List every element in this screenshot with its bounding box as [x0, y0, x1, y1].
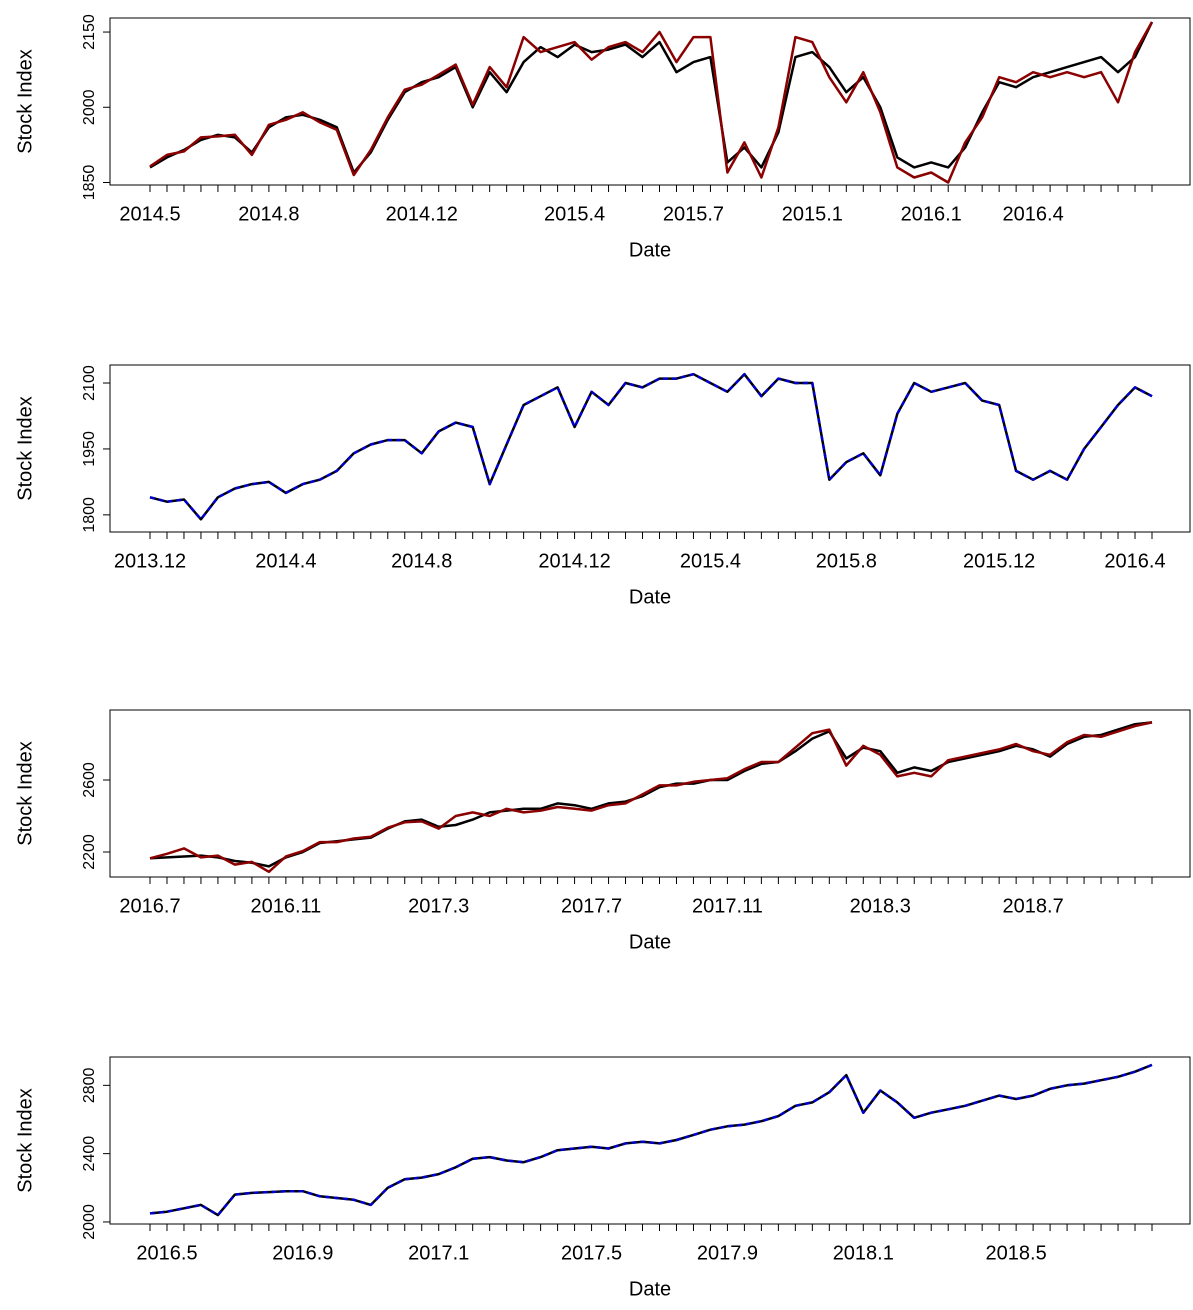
y-tick-label: 1850 [81, 165, 98, 201]
y-axis-label: Stock Index [14, 49, 36, 154]
series-line [149, 1063, 1153, 1217]
x-tick-label: 2014.5 [119, 203, 180, 225]
x-axis-label: Date [629, 1278, 671, 1300]
plot-frame [109, 1056, 1191, 1225]
y-tick-label: 1950 [81, 431, 98, 467]
x-tick-label: 2018.7 [1003, 895, 1064, 917]
x-tick-label: 2017.7 [561, 895, 622, 917]
y-tick-label: 2800 [81, 1067, 98, 1103]
panel: 2000 2400 2800 2016.5 2016.9 2017.1 2017.5 2017… [14, 1056, 1191, 1300]
x-tick-label: 2016.5 [136, 1242, 197, 1264]
panel: 1850 2000 2150 2014.5 2014.8 2014.12 2015.4 201… [14, 14, 1191, 261]
y-tick-label: 2150 [81, 14, 98, 50]
x-tick-label: 2014.8 [238, 203, 299, 225]
y-tick-label: 2000 [81, 89, 98, 125]
series-line [149, 21, 1154, 184]
x-tick-label: 2018.3 [850, 895, 911, 917]
panel: 2200 2600 2016.7 2016.11 2017.3 2017.7 2017.11… [14, 709, 1191, 953]
plot-frame [109, 364, 1191, 533]
x-tick-label: 2016.9 [272, 1242, 333, 1264]
y-tick-label: 2100 [81, 365, 98, 401]
y-axis-label: Stock Index [14, 396, 36, 501]
x-tick-label: 2015.12 [963, 550, 1035, 572]
x-tick-label: 2013.12 [114, 550, 186, 572]
y-tick-label: 2400 [81, 1136, 98, 1172]
panel: 1800 1950 2100 2013.12 2014.4 2014.8 2014.12 20… [14, 364, 1191, 608]
series-line [149, 372, 1153, 521]
y-tick-label: 1800 [81, 497, 98, 533]
x-tick-label: 2016.4 [1104, 550, 1165, 572]
x-axis-label: Date [629, 931, 671, 953]
x-tick-label: 2016.4 [1003, 203, 1064, 225]
x-tick-label: 2014.4 [255, 550, 316, 572]
x-tick-label: 2016.11 [250, 895, 321, 917]
x-axis-label: Date [629, 239, 671, 261]
x-tick-label: 2017.3 [408, 895, 469, 917]
x-tick-label: 2016.7 [119, 895, 180, 917]
x-tick-label: 2015.4 [680, 550, 741, 572]
x-tick-label: 2014.12 [538, 550, 610, 572]
x-tick-label: 2015.8 [816, 550, 877, 572]
x-tick-label: 2017.9 [697, 1242, 758, 1264]
x-tick-label: 2015.7 [663, 203, 724, 225]
series-line [149, 721, 1153, 874]
y-tick-label: 2000 [81, 1204, 98, 1240]
x-tick-label: 2018.1 [833, 1242, 894, 1264]
series-line [149, 1063, 1153, 1217]
x-tick-label: 2018.5 [986, 1242, 1047, 1264]
y-tick-label: 2200 [81, 834, 98, 870]
y-axis-label: Stock Index [14, 1088, 36, 1193]
x-tick-label: 2017.1 [408, 1242, 469, 1264]
x-tick-label: 2017.5 [561, 1242, 622, 1264]
series-line [149, 21, 1154, 174]
y-axis-label: Stock Index [14, 741, 36, 846]
x-tick-label: 2014.12 [386, 203, 458, 225]
x-tick-label: 2014.8 [391, 550, 452, 572]
x-tick-label: 2016.1 [901, 203, 962, 225]
x-axis-label: Date [629, 586, 671, 608]
series-line [149, 721, 1153, 868]
x-tick-label: 2015.1 [782, 203, 843, 225]
x-tick-label: 2017.11 [692, 895, 763, 917]
y-tick-label: 2600 [81, 762, 98, 798]
series-line [149, 372, 1153, 521]
x-tick-label: 2015.4 [544, 203, 605, 225]
